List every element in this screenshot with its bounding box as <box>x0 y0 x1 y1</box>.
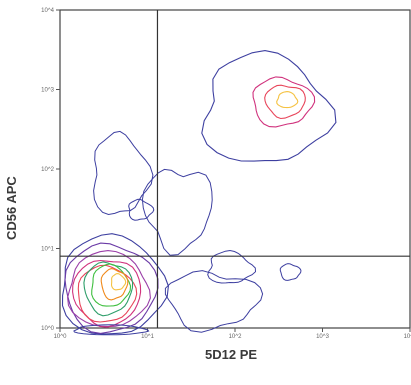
x-axis-label: 5D12 PE <box>205 347 258 362</box>
x-tick-label: 10^0 <box>54 334 67 340</box>
contour-lines <box>61 50 337 336</box>
contour-line <box>276 91 299 109</box>
y-tick-label: 10^2 <box>41 167 54 173</box>
x-tick-label: 10^3 <box>316 334 329 340</box>
plot-frame <box>59 9 411 329</box>
x-tick-label: 10^1 <box>141 334 154 340</box>
y-tick-label: 10^0 <box>41 326 54 332</box>
x-tick-label: 10^4 <box>404 334 411 340</box>
contour-line <box>67 250 151 328</box>
contour-line <box>252 76 316 128</box>
contour-line <box>128 198 155 221</box>
axis-ticks: 10^0 10^1 10^2 10^3 10^4 10^0 10^1 10^2 10^3 10^4 <box>41 8 411 340</box>
y-tick-label: 10^4 <box>41 8 54 14</box>
contour-line <box>72 259 142 328</box>
contour-line <box>73 324 150 336</box>
contour-line <box>207 249 257 284</box>
contour-line <box>83 261 134 317</box>
contour-line <box>61 233 169 335</box>
contour-line <box>91 263 132 307</box>
y-tick-label: 10^1 <box>41 247 54 253</box>
contour-line <box>64 242 159 334</box>
contour-line <box>77 264 138 323</box>
x-tick-label: 10^2 <box>229 334 242 340</box>
y-tick-label: 10^3 <box>41 88 54 94</box>
contour-line <box>141 168 213 256</box>
contour-line <box>100 268 129 301</box>
contour-line <box>201 50 337 162</box>
contour-line <box>110 273 127 291</box>
contour-line <box>164 270 264 333</box>
y-axis-label: CD56 APC <box>4 176 19 240</box>
contour-line <box>264 84 306 120</box>
contour-line <box>93 130 154 216</box>
contour-line <box>279 263 302 281</box>
